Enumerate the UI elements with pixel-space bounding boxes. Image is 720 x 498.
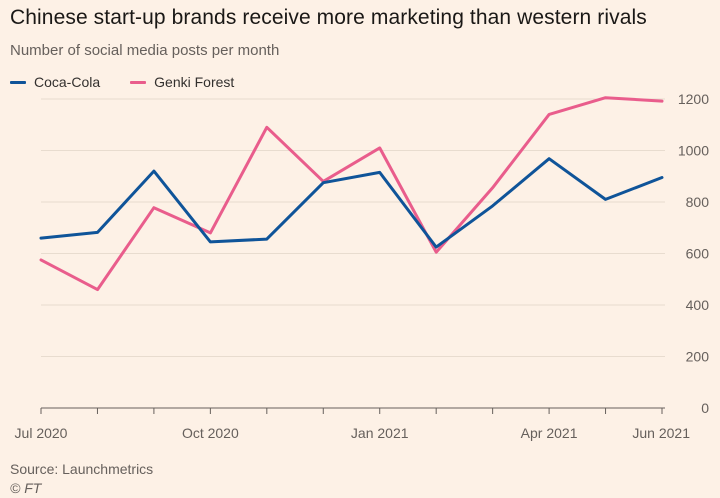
x-tick-label-jan-2021: Jan 2021 [351, 425, 409, 441]
y-tick-label-1000: 1000 [678, 143, 709, 159]
x-tick-label-apr-2021: Apr 2021 [521, 425, 578, 441]
chart-subtitle: Number of social media posts per month [10, 42, 280, 59]
legend-swatch-genki-forest [130, 80, 147, 84]
y-tick-label-600: 600 [686, 246, 710, 262]
y-tick-label-200: 200 [686, 349, 710, 365]
y-tick-label-800: 800 [686, 194, 710, 210]
series-line-genki-forest [39, 96, 664, 292]
ft-credit: © FT [10, 480, 42, 496]
legend-swatch-coca-cola [10, 80, 26, 84]
y-tick-label-0: 0 [701, 400, 709, 416]
x-tick-label-jun-2021: Jun 2021 [632, 425, 690, 441]
x-tick-label-oct-2020: Oct 2020 [182, 425, 239, 441]
legend-label-genki-forest: Genki Forest [154, 74, 235, 90]
legend-item-genki-forest: Genki Forest [130, 74, 234, 90]
legend-label-coca-cola: Coca-Cola [34, 74, 101, 90]
y-tick-label-1200: 1200 [678, 91, 709, 107]
source-note: Source: Launchmetrics [10, 461, 154, 477]
series-line-coca-cola [39, 157, 664, 249]
legend-item-coca-cola: Coca-Cola [10, 74, 100, 90]
x-tick-label-jul-2020: Jul 2020 [15, 425, 68, 441]
legend: Coca-Cola Genki Forest [10, 74, 264, 90]
chart-title: Chinese start-up brands receive more mar… [10, 6, 647, 29]
y-tick-label-400: 400 [686, 297, 710, 313]
